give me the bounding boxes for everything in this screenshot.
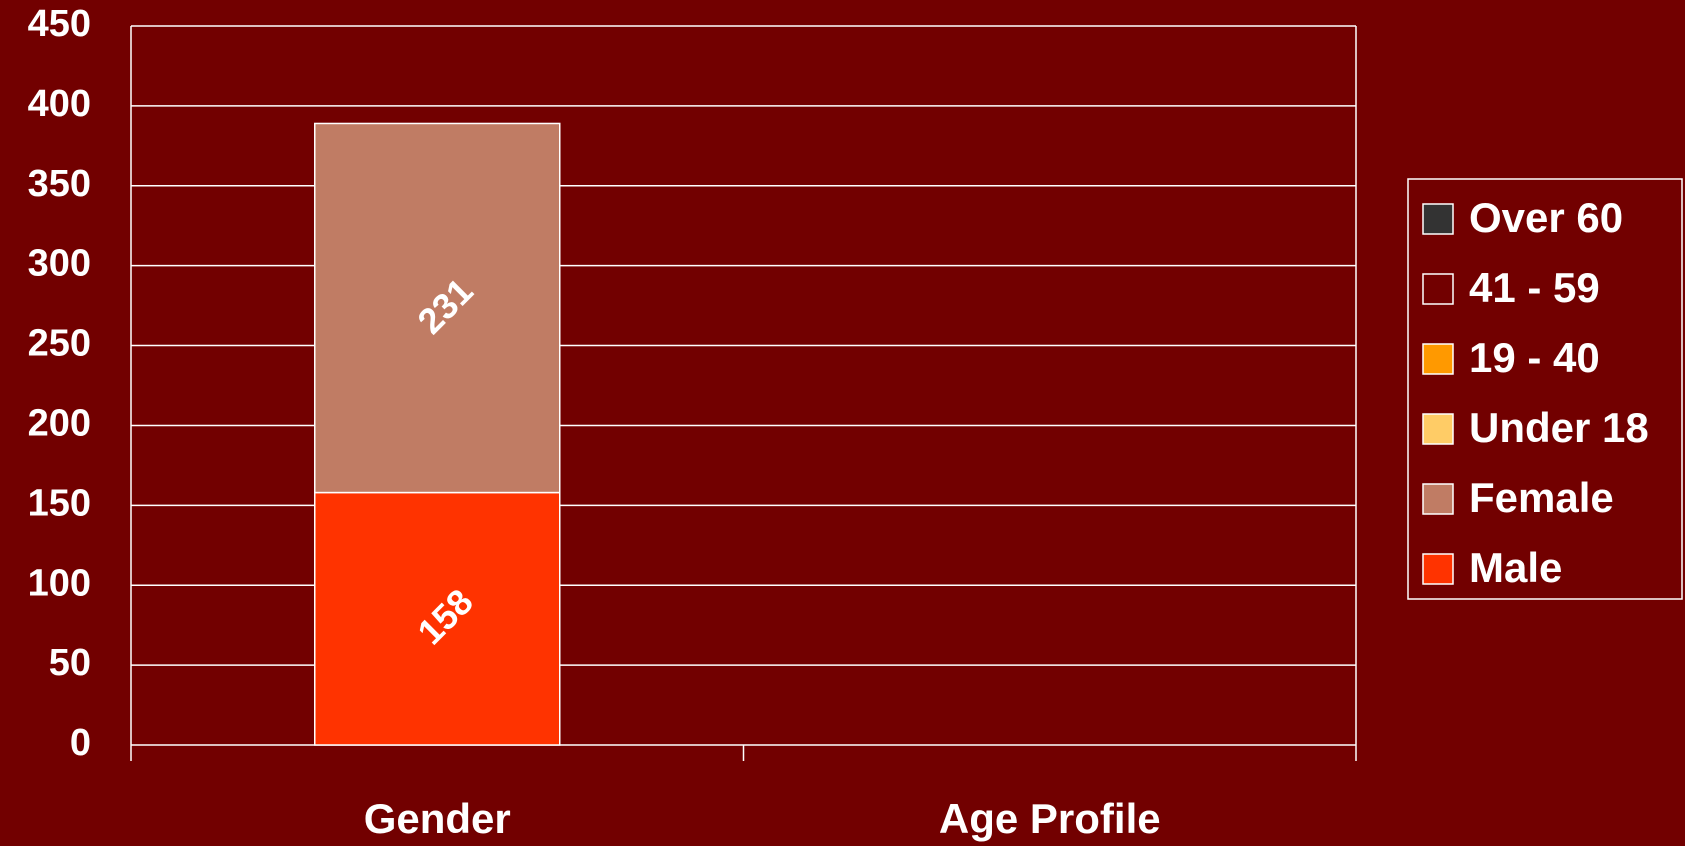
legend-swatch (1422, 553, 1454, 585)
legend-swatch (1422, 203, 1454, 235)
legend-label: Female (1469, 474, 1614, 521)
legend-label: 41 - 59 (1469, 264, 1600, 311)
y-tick-label: 300 (28, 243, 91, 285)
x-tick-label: Gender (364, 795, 511, 842)
y-tick-label: 100 (28, 562, 91, 604)
legend-swatch (1422, 273, 1454, 305)
y-tick-label: 200 (28, 402, 91, 444)
legend-box (1407, 178, 1683, 600)
legend-swatch (1422, 413, 1454, 445)
y-tick-label: 450 (28, 3, 91, 45)
legend-label: Over 60 (1469, 194, 1623, 241)
bar-segment (314, 122, 561, 494)
x-tick-label: Age Profile (939, 795, 1161, 842)
legend-label: 19 - 40 (1469, 334, 1600, 381)
y-tick-label: 50 (49, 642, 91, 684)
y-tick-label: 350 (28, 163, 91, 205)
y-tick-label: 250 (28, 323, 91, 365)
y-tick-label: 0 (70, 722, 91, 764)
y-tick-label: 150 (28, 482, 91, 524)
legend-swatch (1422, 483, 1454, 515)
legend-label: Male (1469, 544, 1562, 591)
legend-swatch (1422, 343, 1454, 375)
legend-label: Under 18 (1469, 404, 1649, 451)
y-tick-label: 400 (28, 83, 91, 125)
